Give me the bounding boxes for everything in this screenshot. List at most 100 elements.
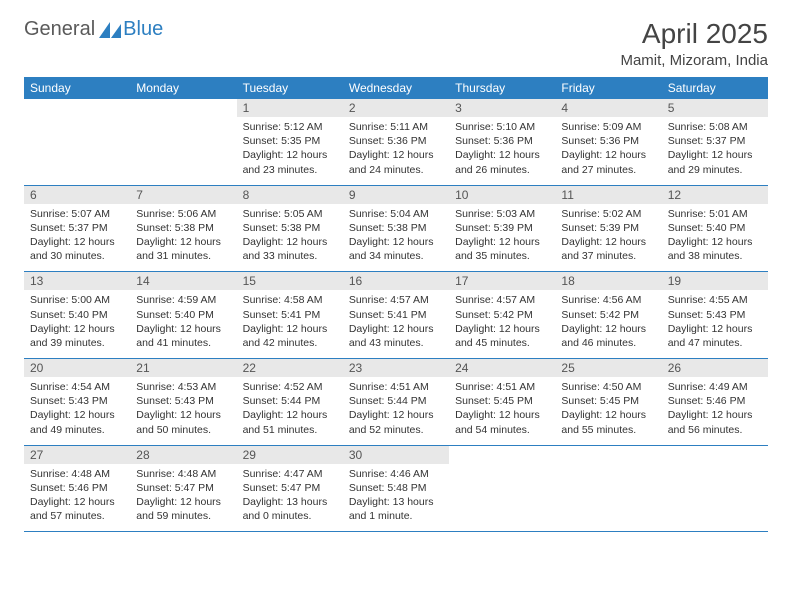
calendar-cell: 18 Sunrise: 4:56 AMSunset: 5:42 PMDayligh… xyxy=(555,272,661,359)
sunset-line: Sunset: 5:44 PM xyxy=(349,394,443,408)
calendar-cell: 2Sunrise: 5:11 AMSunset: 5:36 PMDaylight… xyxy=(343,99,449,185)
daylight-line: Daylight: 12 hours and 27 minutes. xyxy=(561,148,655,176)
calendar-row: 1Sunrise: 5:12 AMSunset: 5:35 PMDaylight… xyxy=(24,99,768,185)
sunset-line: Sunset: 5:38 PM xyxy=(243,221,337,235)
daylight-line: Daylight: 12 hours and 54 minutes. xyxy=(455,408,549,436)
title-block: April 2025 Mamit, Mizoram, India xyxy=(620,18,768,69)
sunrise-line: Sunrise: 4:59 AM xyxy=(136,293,230,307)
sunrise-line: Sunrise: 4:53 AM xyxy=(136,380,230,394)
daylight-line: Daylight: 12 hours and 33 minutes. xyxy=(243,235,337,263)
day-number: 6 xyxy=(24,186,130,204)
sunset-line: Sunset: 5:38 PM xyxy=(136,221,230,235)
calendar-cell: 15Sunrise: 4:58 AMSunset: 5:41 PMDayligh… xyxy=(237,272,343,359)
day-number: 5 xyxy=(662,99,768,117)
daylight-line: Daylight: 12 hours and 41 minutes. xyxy=(136,322,230,350)
sunrise-line: Sunrise: 5:09 AM xyxy=(561,120,655,134)
day-number: 25 xyxy=(555,359,661,377)
day-body: Sunrise: 4:48 AMSunset: 5:47 PMDaylight:… xyxy=(130,464,236,532)
day-number: 18 xyxy=(555,272,661,290)
sunrise-line: Sunrise: 4:54 AM xyxy=(30,380,124,394)
sunrise-line: Sunrise: 4:50 AM xyxy=(561,380,655,394)
sunset-line: Sunset: 5:43 PM xyxy=(30,394,124,408)
sunrise-line: Sunrise: 5:00 AM xyxy=(30,293,124,307)
sunset-line: Sunset: 5:42 PM xyxy=(561,308,655,322)
sunset-line: Sunset: 5:36 PM xyxy=(349,134,443,148)
logo: General Blue xyxy=(24,18,163,41)
calendar-cell: 22Sunrise: 4:52 AMSunset: 5:44 PMDayligh… xyxy=(237,359,343,446)
day-number: 11 xyxy=(555,186,661,204)
day-body: Sunrise: 5:00 AMSunset: 5:40 PMDaylight:… xyxy=(24,290,130,358)
calendar-cell xyxy=(24,99,130,185)
sunrise-line: Sunrise: 5:12 AM xyxy=(243,120,337,134)
day-number: 23 xyxy=(343,359,449,377)
calendar-row: 6Sunrise: 5:07 AMSunset: 5:37 PMDaylight… xyxy=(24,185,768,272)
day-body: Sunrise: 4:50 AMSunset: 5:45 PMDaylight:… xyxy=(555,377,661,445)
weekday-header: Saturday xyxy=(662,77,768,99)
daylight-line: Daylight: 12 hours and 35 minutes. xyxy=(455,235,549,263)
day-number: 13 xyxy=(24,272,130,290)
daylight-line: Daylight: 12 hours and 46 minutes. xyxy=(561,322,655,350)
daylight-line: Daylight: 12 hours and 30 minutes. xyxy=(30,235,124,263)
day-body: Sunrise: 4:58 AMSunset: 5:41 PMDaylight:… xyxy=(237,290,343,358)
day-body: Sunrise: 4:46 AMSunset: 5:48 PMDaylight:… xyxy=(343,464,449,532)
day-number: 24 xyxy=(449,359,555,377)
daylight-line: Daylight: 12 hours and 26 minutes. xyxy=(455,148,549,176)
day-number: 8 xyxy=(237,186,343,204)
daylight-line: Daylight: 12 hours and 55 minutes. xyxy=(561,408,655,436)
calendar-cell: 29Sunrise: 4:47 AMSunset: 5:47 PMDayligh… xyxy=(237,445,343,532)
sunset-line: Sunset: 5:40 PM xyxy=(136,308,230,322)
day-body: Sunrise: 5:09 AMSunset: 5:36 PMDaylight:… xyxy=(555,117,661,185)
calendar-cell: 23Sunrise: 4:51 AMSunset: 5:44 PMDayligh… xyxy=(343,359,449,446)
calendar-cell: 12Sunrise: 5:01 AMSunset: 5:40 PMDayligh… xyxy=(662,185,768,272)
weekday-header: Tuesday xyxy=(237,77,343,99)
calendar-cell: 9Sunrise: 5:04 AMSunset: 5:38 PMDaylight… xyxy=(343,185,449,272)
day-number: 10 xyxy=(449,186,555,204)
sunrise-line: Sunrise: 4:52 AM xyxy=(243,380,337,394)
calendar-cell: 21Sunrise: 4:53 AMSunset: 5:43 PMDayligh… xyxy=(130,359,236,446)
day-body: Sunrise: 4:47 AMSunset: 5:47 PMDaylight:… xyxy=(237,464,343,532)
calendar-header-row: SundayMondayTuesdayWednesdayThursdayFrid… xyxy=(24,77,768,99)
calendar-cell: 7Sunrise: 5:06 AMSunset: 5:38 PMDaylight… xyxy=(130,185,236,272)
daylight-line: Daylight: 12 hours and 31 minutes. xyxy=(136,235,230,263)
day-body: Sunrise: 5:10 AMSunset: 5:36 PMDaylight:… xyxy=(449,117,555,185)
weekday-header: Thursday xyxy=(449,77,555,99)
daylight-line: Daylight: 12 hours and 38 minutes. xyxy=(668,235,762,263)
weekday-header: Wednesday xyxy=(343,77,449,99)
calendar-cell: 1Sunrise: 5:12 AMSunset: 5:35 PMDaylight… xyxy=(237,99,343,185)
day-body: Sunrise: 5:12 AMSunset: 5:35 PMDaylight:… xyxy=(237,117,343,185)
calendar-cell: 5Sunrise: 5:08 AMSunset: 5:37 PMDaylight… xyxy=(662,99,768,185)
sunset-line: Sunset: 5:41 PM xyxy=(243,308,337,322)
sunrise-line: Sunrise: 4:56 AM xyxy=(561,293,655,307)
sunset-line: Sunset: 5:35 PM xyxy=(243,134,337,148)
page-title: April 2025 xyxy=(620,18,768,50)
sunrise-line: Sunrise: 5:02 AM xyxy=(561,207,655,221)
day-body: Sunrise: 5:02 AMSunset: 5:39 PMDaylight:… xyxy=(555,204,661,272)
daylight-line: Daylight: 12 hours and 51 minutes. xyxy=(243,408,337,436)
calendar-cell xyxy=(662,445,768,532)
daylight-line: Daylight: 12 hours and 29 minutes. xyxy=(668,148,762,176)
sunset-line: Sunset: 5:46 PM xyxy=(668,394,762,408)
location-subtitle: Mamit, Mizoram, India xyxy=(620,52,768,69)
calendar-row: 27Sunrise: 4:48 AMSunset: 5:46 PMDayligh… xyxy=(24,445,768,532)
calendar-body: 1Sunrise: 5:12 AMSunset: 5:35 PMDaylight… xyxy=(24,99,768,532)
day-number: 21 xyxy=(130,359,236,377)
day-body: Sunrise: 4:48 AMSunset: 5:46 PMDaylight:… xyxy=(24,464,130,532)
calendar-cell: 28Sunrise: 4:48 AMSunset: 5:47 PMDayligh… xyxy=(130,445,236,532)
day-body: Sunrise: 4:51 AMSunset: 5:44 PMDaylight:… xyxy=(343,377,449,445)
sunset-line: Sunset: 5:46 PM xyxy=(30,481,124,495)
sunset-line: Sunset: 5:39 PM xyxy=(561,221,655,235)
day-number: 17 xyxy=(449,272,555,290)
calendar-cell: 13Sunrise: 5:00 AMSunset: 5:40 PMDayligh… xyxy=(24,272,130,359)
sunrise-line: Sunrise: 4:46 AM xyxy=(349,467,443,481)
calendar-cell: 19Sunrise: 4:55 AMSunset: 5:43 PMDayligh… xyxy=(662,272,768,359)
sunset-line: Sunset: 5:38 PM xyxy=(349,221,443,235)
day-body: Sunrise: 5:08 AMSunset: 5:37 PMDaylight:… xyxy=(662,117,768,185)
daylight-line: Daylight: 13 hours and 1 minute. xyxy=(349,495,443,523)
calendar-row: 13Sunrise: 5:00 AMSunset: 5:40 PMDayligh… xyxy=(24,272,768,359)
daylight-line: Daylight: 13 hours and 0 minutes. xyxy=(243,495,337,523)
calendar-cell: 25Sunrise: 4:50 AMSunset: 5:45 PMDayligh… xyxy=(555,359,661,446)
weekday-header: Friday xyxy=(555,77,661,99)
daylight-line: Daylight: 12 hours and 57 minutes. xyxy=(30,495,124,523)
day-body: Sunrise: 4:55 AMSunset: 5:43 PMDaylight:… xyxy=(662,290,768,358)
sunset-line: Sunset: 5:37 PM xyxy=(668,134,762,148)
